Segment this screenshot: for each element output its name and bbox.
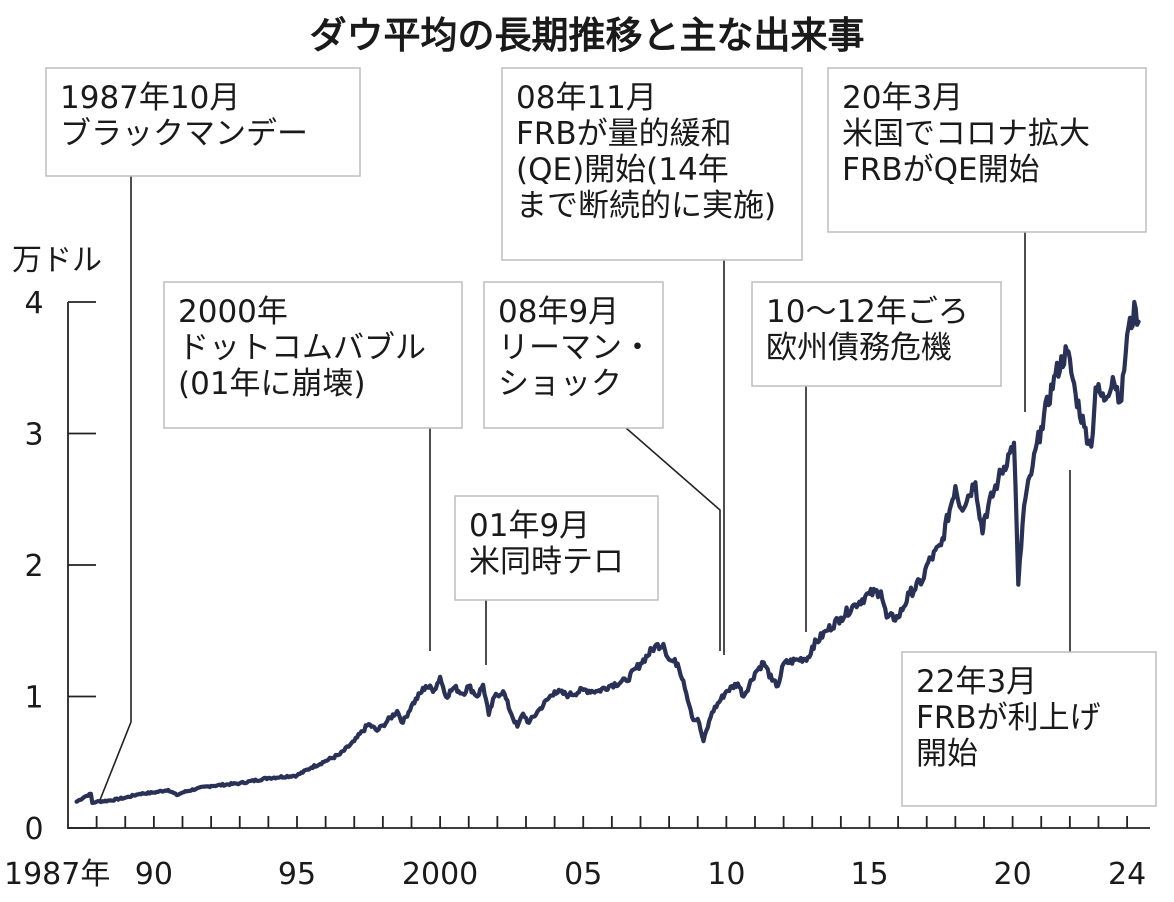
annotation-line: 22年3月: [916, 664, 1037, 700]
annotation-line: ブラックマンデー: [60, 116, 308, 152]
x-tick-label: 20: [994, 857, 1032, 892]
annotation-frame: [454, 495, 659, 601]
annotation-line: 08年9月: [498, 294, 619, 330]
annotation-frame: [827, 67, 1147, 233]
annotation-leader: [625, 427, 721, 651]
annotation-line: 米国でコロナ拡大: [842, 116, 1090, 152]
annotation-leader: [99, 176, 132, 801]
y-tick-label: 0: [24, 812, 43, 847]
annotation-line: 08年11月: [516, 80, 657, 116]
annotation-line: 1987年10月: [60, 80, 240, 116]
x-tick-label: 90: [135, 857, 173, 892]
y-tick-label: 2: [24, 549, 43, 584]
x-tick-label: 24: [1108, 857, 1146, 892]
annotation-frame: [751, 281, 1002, 387]
leader-lines: [99, 176, 1071, 801]
series-layer: [74, 299, 1141, 806]
annotation-line: FRBがQE開始: [842, 152, 1040, 188]
annotation-line: ドットコムバブル: [178, 330, 426, 366]
annotation-line: (01年に崩壊): [178, 366, 366, 402]
annotation-frame: [45, 67, 361, 177]
axes: 0 1 2 3 4 1987年 90 95 2000 05 10 15 20 24: [4, 286, 1150, 892]
annotation-line: 10〜12年ごろ: [766, 294, 969, 330]
annotation-line: まで断続的に実施): [516, 188, 776, 224]
annotation-frame: [901, 651, 1157, 807]
annotation-line: 2000年: [178, 294, 288, 330]
annotation-line: 01年9月: [469, 508, 590, 544]
annotation-line: FRBが量的緩和: [516, 116, 732, 152]
x-tick-label: 15: [850, 857, 888, 892]
x-tick-label: 10: [707, 857, 745, 892]
y-tick-label: 1: [24, 681, 43, 716]
annotation-frame: [501, 67, 803, 261]
annotation-line: リーマン・: [498, 330, 653, 366]
y-tick-label: 3: [24, 418, 43, 453]
annotation-frame: [163, 281, 463, 429]
x-tick-label: 95: [278, 857, 316, 892]
annotation-line: ショック: [498, 366, 622, 402]
x-tick-label: 2000: [402, 857, 478, 892]
y-axis-unit-label: 万ドル: [12, 243, 102, 278]
chart-title: ダウ平均の長期推移と主な出来事: [310, 14, 865, 57]
annotation-line: 欧州債務危機: [766, 330, 952, 366]
annotation-frame: [483, 281, 664, 429]
dow-average-line: [74, 299, 1141, 806]
y-tick-label: 4: [24, 286, 43, 321]
annotation-line: 開始: [916, 736, 978, 772]
annotation-line: 米同時テロ: [469, 544, 624, 580]
annotation-line: 20年3月: [842, 80, 963, 116]
x-tick-label: 1987年: [4, 857, 110, 892]
annotation-line: (QE)開始(14年: [516, 152, 729, 188]
annotation-line: FRBが利上げ: [916, 700, 1101, 736]
x-tick-label: 05: [564, 857, 602, 892]
